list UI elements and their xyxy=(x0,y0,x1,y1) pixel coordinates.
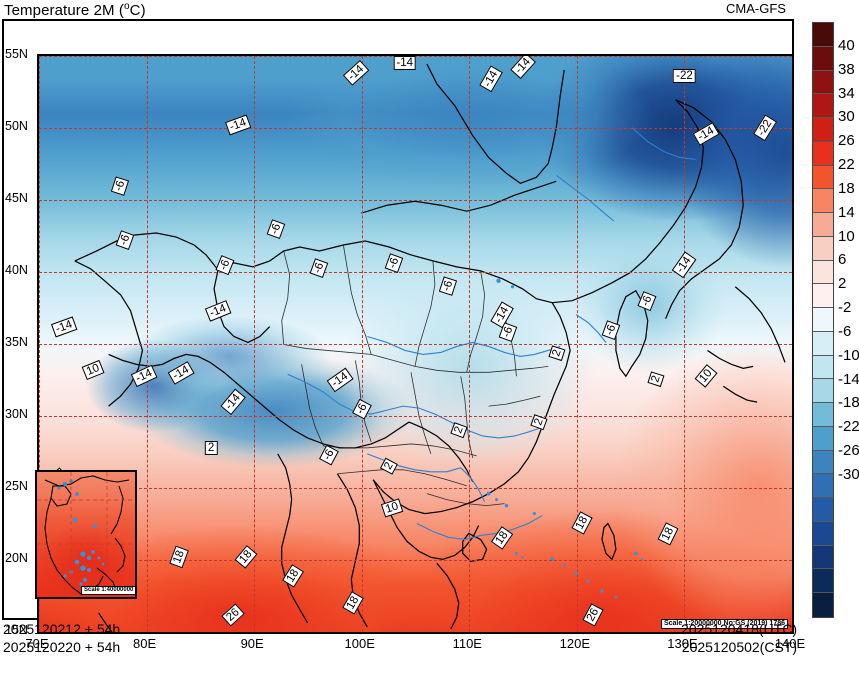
colorbar-tick-18: 18 xyxy=(838,179,855,197)
lon-tick-80E: 80E xyxy=(132,636,157,651)
contour-label: -22 xyxy=(673,69,696,84)
colorbar-tick-40: 40 xyxy=(838,36,855,54)
lon-tick-130E: 130E xyxy=(667,636,698,651)
contour-label: -14 xyxy=(393,56,417,71)
lat-tick-45N: 45N xyxy=(5,191,28,205)
colorbar-segment xyxy=(813,545,833,570)
valid-time-cst-label: 2025120502(CST) xyxy=(681,639,797,655)
lat-tick-35N: 35N xyxy=(5,335,28,349)
colorbar-segment xyxy=(813,355,833,380)
lon-tick-110E: 110E xyxy=(452,636,482,651)
province-border-lines xyxy=(281,244,549,507)
colorbar-tick--30: -30 xyxy=(838,465,859,483)
colorbar-segment xyxy=(813,521,833,546)
init-time-cst-label: 2025120220 + 54h xyxy=(3,639,121,655)
colorbar-segment xyxy=(813,46,833,71)
model-name-label: CMA-GFS xyxy=(726,1,786,16)
colorbar-tick--2: -2 xyxy=(838,299,852,317)
colorbar-segment xyxy=(813,141,833,166)
colorbar-tick--18: -18 xyxy=(838,394,859,412)
lat-tick-55N: 55N xyxy=(5,47,28,61)
plot-frame: 55N 50N 45N 40N 35N 30N 25N 20N 15N 70E 80E 90E 100… xyxy=(2,19,805,651)
lon-tick-90E: 90E xyxy=(240,636,264,651)
gridline-lat-40 xyxy=(39,272,792,273)
page-title-text: Temperature 2M ( xyxy=(4,2,124,19)
gridline-lat-25 xyxy=(39,488,792,489)
colorbar-segment xyxy=(813,379,833,403)
valid-time-utc-label: 2025120418(UTC) xyxy=(681,621,797,637)
colorbar-tick-6: 6 xyxy=(838,251,847,269)
colorbar-segment xyxy=(813,474,833,498)
colorbar-tick--14: -14 xyxy=(838,370,859,388)
lon-tick-70E: 70E xyxy=(25,636,49,651)
colorbar-tick-26: 26 xyxy=(838,132,855,150)
colorbar-segment xyxy=(813,308,833,332)
lat-tick-25N: 25N xyxy=(5,479,28,493)
colorbar-segment xyxy=(813,498,833,522)
colorbar-segment xyxy=(813,236,833,261)
map-canvas[interactable]: -14-14-14-14-22-22-14-14-14-6-6-6-6-6-6-… xyxy=(37,54,794,634)
colorbar-tick-38: 38 xyxy=(838,60,855,78)
colorbar-tick-14: 14 xyxy=(838,203,855,221)
river-lines xyxy=(287,127,696,540)
lon-tick-120E: 120E xyxy=(559,636,591,651)
degree-symbol: o xyxy=(123,1,130,12)
gridline-lat-35 xyxy=(39,344,792,345)
colorbar-tick--6: -6 xyxy=(838,322,852,340)
lat-tick-15N: 15N xyxy=(5,623,28,637)
colorbar-tick--10: -10 xyxy=(838,346,859,364)
lon-tick-100E: 100E xyxy=(344,636,375,651)
colorbar-segment xyxy=(813,331,833,356)
gridline-lat-20 xyxy=(39,560,792,561)
colorbar-segment xyxy=(813,23,833,47)
colorbar[interactable] xyxy=(812,22,834,618)
colorbar-segment xyxy=(813,426,833,451)
lon-tick-140E: 140E xyxy=(774,636,806,651)
colorbar-tick--22: -22 xyxy=(838,418,859,436)
init-time-utc-label: 2025120212 + 54h xyxy=(3,621,121,637)
contour-label: 2 xyxy=(204,440,218,455)
colorbar-segment xyxy=(813,593,833,617)
lat-tick-40N: 40N xyxy=(5,263,28,277)
lat-tick-30N: 30N xyxy=(5,407,28,421)
geography-overlay xyxy=(74,63,786,632)
colorbar-tick-30: 30 xyxy=(838,108,855,126)
colorbar-segment xyxy=(813,189,833,213)
lat-tick-20N: 20N xyxy=(5,551,28,565)
colorbar-tick-2: 2 xyxy=(838,275,847,293)
page-title-unit: C) xyxy=(129,2,146,19)
colorbar-segment xyxy=(813,94,833,118)
inset-temperature-anomaly xyxy=(37,472,135,597)
colorbar-segment xyxy=(813,70,833,95)
colorbar-tick-10: 10 xyxy=(838,227,855,245)
colorbar-tick--26: -26 xyxy=(838,442,859,460)
gridline-lat-45 xyxy=(39,200,792,201)
colorbar-segment xyxy=(813,213,833,237)
colorbar-segment xyxy=(813,165,833,190)
page-title: Temperature 2M (oC) xyxy=(4,1,146,19)
colorbar-segment xyxy=(813,450,833,475)
gridline-lat-30 xyxy=(39,416,792,417)
inset-scale-badge: Scale 1:40000000 xyxy=(81,586,135,595)
colorbar-tick-22: 22 xyxy=(838,156,855,174)
colorbar-segment xyxy=(813,403,833,427)
inset-geography-overlay xyxy=(37,472,135,597)
colorbar-segment xyxy=(813,284,833,308)
inset-map[interactable]: Scale 1:40000000 xyxy=(35,470,137,599)
gridline-lat-50 xyxy=(39,128,792,129)
main-scale-badge: Scale 1:20000000 No:GS (2019) 1786 xyxy=(660,619,788,629)
coastline-and-border-lines xyxy=(74,63,786,632)
water-body-specks xyxy=(486,278,644,599)
colorbar-segment xyxy=(813,260,833,285)
colorbar-segment xyxy=(813,118,833,142)
colorbar-segment xyxy=(813,569,833,593)
lat-tick-50N: 50N xyxy=(5,119,28,133)
colorbar-tick-34: 34 xyxy=(838,84,855,102)
